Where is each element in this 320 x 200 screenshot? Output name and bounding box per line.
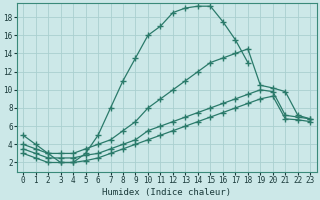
X-axis label: Humidex (Indice chaleur): Humidex (Indice chaleur) [102, 188, 231, 197]
